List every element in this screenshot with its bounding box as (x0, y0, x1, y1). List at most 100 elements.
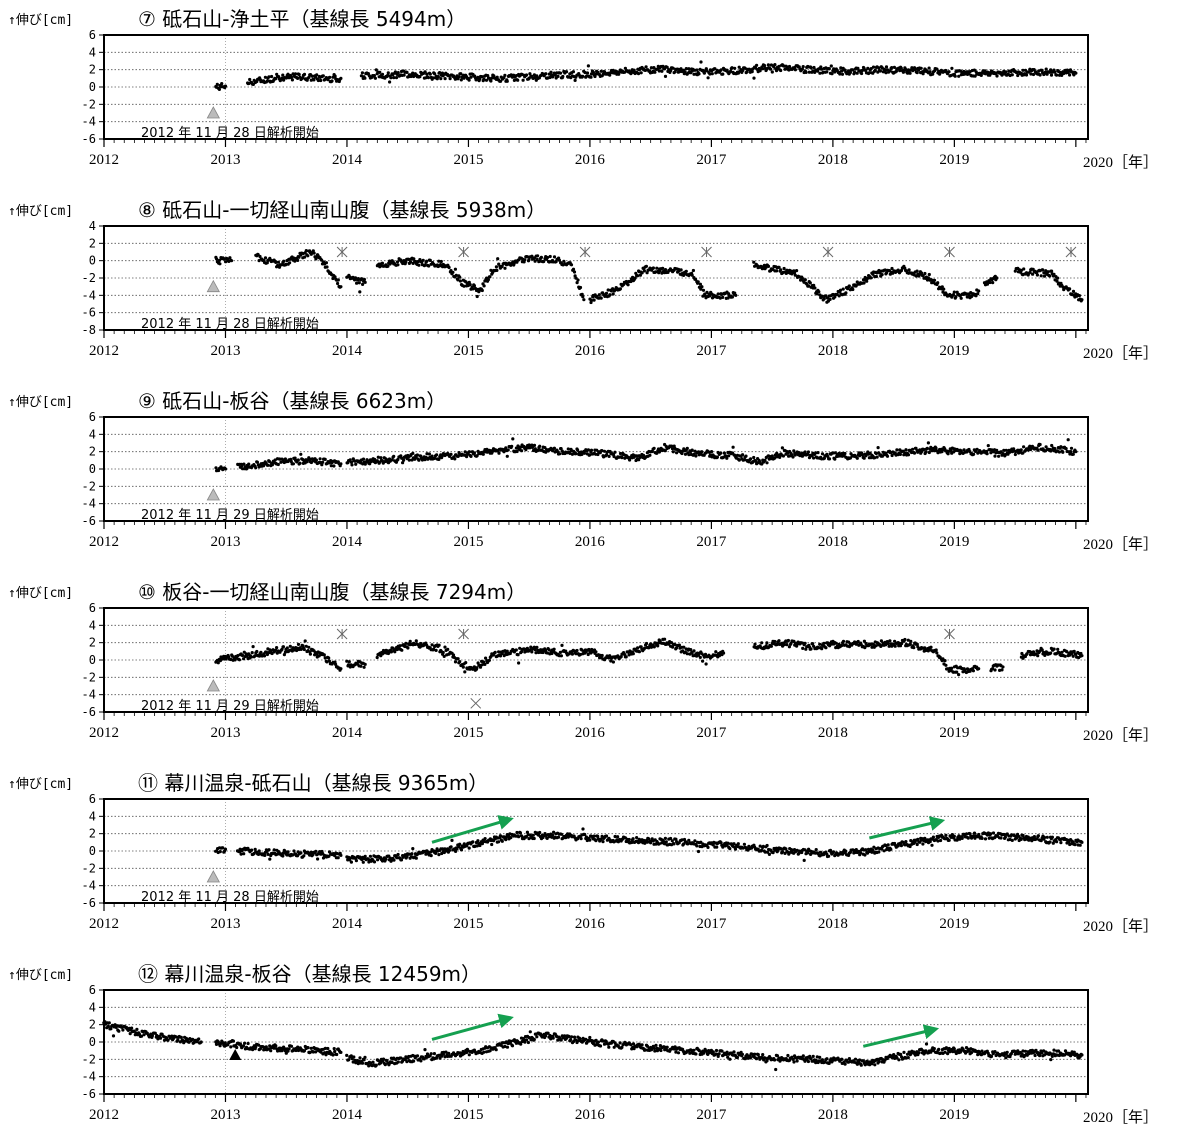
data-point (760, 641, 764, 645)
data-point (314, 849, 318, 854)
data-point (569, 263, 574, 267)
data-point (360, 277, 364, 281)
x-tick-label: 2018 (818, 152, 848, 168)
data-point (517, 661, 521, 665)
data-point (860, 68, 864, 73)
data-point (765, 641, 769, 645)
data-point (375, 655, 379, 660)
data-point (959, 296, 963, 300)
data-point (585, 71, 590, 75)
data-point (653, 70, 657, 74)
data-point (957, 673, 961, 677)
data-point (431, 76, 435, 80)
data-point (648, 453, 652, 457)
data-point (752, 260, 756, 264)
data-point (454, 273, 458, 277)
data-point (1053, 447, 1057, 451)
data-point (562, 259, 566, 263)
data-point (572, 270, 577, 274)
data-point (1053, 70, 1057, 74)
data-point (1050, 269, 1054, 273)
data-point (405, 70, 409, 74)
y-tick-label: 2 (89, 827, 96, 841)
data-point (623, 66, 628, 70)
data-point (438, 71, 442, 75)
data-point (296, 642, 301, 647)
data-point (407, 257, 411, 261)
data-point (275, 646, 279, 650)
data-point (890, 266, 894, 271)
data-point (493, 650, 497, 655)
data-point (458, 842, 462, 846)
data-point (950, 666, 954, 670)
data-point (721, 295, 725, 299)
data-point (833, 295, 837, 299)
data-point (288, 261, 292, 265)
data-point (586, 64, 591, 68)
data-point (464, 661, 468, 665)
data-point (254, 466, 258, 470)
data-point (642, 269, 647, 273)
chart-title: ⑪ 幕川温泉-砥石山（基線長 9365m） (138, 771, 488, 795)
y-axis-label: ↑伸び[cm] (8, 13, 73, 28)
data-point (363, 854, 367, 858)
data-point (633, 276, 637, 280)
data-point (813, 286, 817, 290)
data-point (439, 259, 443, 264)
data-point (447, 848, 452, 853)
data-point (891, 271, 895, 275)
data-point (408, 260, 413, 264)
x-tick-label: 2019 (939, 534, 969, 550)
data-point (495, 268, 499, 272)
data-point (947, 70, 951, 74)
data-point (1077, 294, 1081, 298)
data-point (838, 72, 842, 76)
data-point (265, 79, 269, 83)
y-tick-label: 2 (89, 636, 96, 650)
data-point (702, 71, 707, 75)
data-point (775, 269, 779, 273)
chart-title: ⑩ 板谷-一切経山南山腹（基線長 7294m） (138, 580, 526, 604)
data-point (1000, 668, 1004, 672)
data-point (437, 457, 441, 461)
data-point (497, 451, 501, 455)
y-tick-label: 0 (89, 462, 96, 476)
data-point (229, 259, 234, 263)
data-point (871, 65, 876, 69)
data-point (763, 458, 767, 462)
data-point (877, 268, 881, 273)
data-point (241, 653, 245, 658)
data-point (276, 462, 280, 467)
data-point (559, 654, 564, 658)
data-point (624, 655, 628, 659)
data-point (288, 644, 292, 648)
x-tick-label: 2016 (575, 725, 606, 741)
data-point (818, 71, 822, 75)
data-point (581, 74, 585, 78)
data-point (483, 837, 487, 841)
data-point (972, 452, 976, 456)
data-point (291, 462, 295, 466)
data-point (538, 259, 542, 263)
data-point (411, 71, 415, 75)
data-point (638, 273, 643, 277)
data-point (894, 69, 899, 73)
data-point (606, 288, 610, 292)
data-point (785, 643, 789, 647)
data-point (934, 446, 938, 450)
data-point (489, 79, 493, 83)
x-tick-label: 2017 (696, 343, 727, 359)
data-point (443, 645, 447, 649)
data-point (665, 65, 669, 69)
y-axis-label: ↑伸び[cm] (8, 777, 73, 792)
data-point (940, 285, 944, 289)
data-point (446, 647, 450, 652)
data-point (553, 73, 557, 77)
data-point (721, 651, 726, 655)
data-point (302, 854, 306, 858)
data-point (302, 72, 307, 76)
data-point (325, 265, 329, 269)
outlier-marker (470, 697, 482, 709)
data-point (223, 467, 228, 471)
data-point (314, 458, 318, 462)
